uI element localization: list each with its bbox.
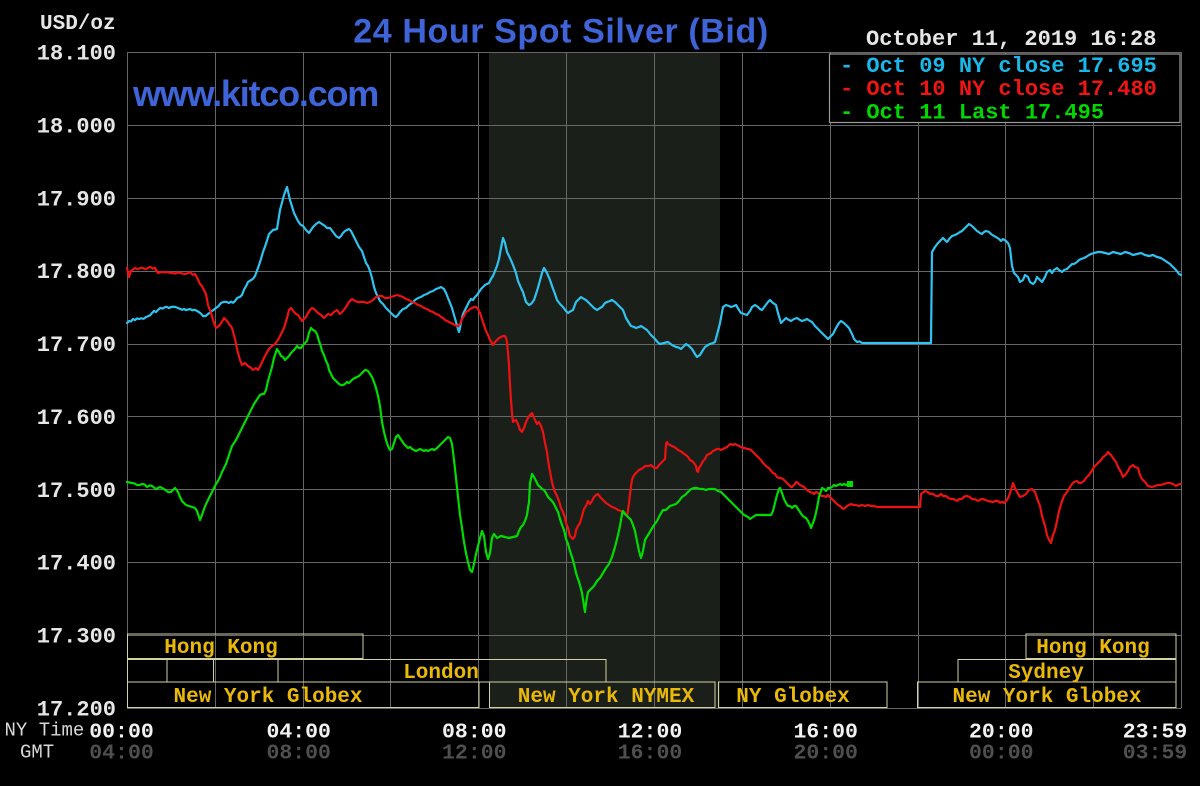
svg-text:USD/oz: USD/oz (40, 13, 116, 36)
svg-text:17.900: 17.900 (37, 187, 116, 212)
svg-text:Sydney: Sydney (1008, 662, 1084, 685)
svg-text:04:00: 04:00 (89, 742, 154, 766)
svg-text:17.800: 17.800 (37, 260, 116, 285)
svg-text:16:00: 16:00 (793, 721, 858, 745)
svg-text:New York Globex: New York Globex (173, 686, 362, 709)
svg-text:17.300: 17.300 (37, 625, 116, 650)
svg-text:00:00: 00:00 (969, 742, 1034, 766)
svg-text:- Oct 11 Last 17.495: - Oct 11 Last 17.495 (840, 101, 1104, 126)
svg-text:12:00: 12:00 (442, 742, 507, 766)
svg-text:17.600: 17.600 (37, 406, 116, 431)
svg-text:Hong Kong: Hong Kong (1036, 637, 1149, 660)
svg-text:New York NYMEX: New York NYMEX (518, 686, 695, 709)
svg-text:04:00: 04:00 (266, 721, 331, 745)
svg-text:Hong Kong: Hong Kong (164, 637, 277, 660)
svg-text:NY Time: NY Time (5, 720, 85, 742)
svg-text:NY Globex: NY Globex (736, 686, 850, 709)
svg-text:- Oct 09 NY close 17.695: - Oct 09 NY close 17.695 (840, 54, 1157, 79)
svg-text:18.000: 18.000 (37, 114, 116, 139)
svg-text:- Oct 10 NY close 17.480: - Oct 10 NY close 17.480 (840, 77, 1157, 102)
svg-text:12:00: 12:00 (618, 721, 683, 745)
svg-text:18.100: 18.100 (37, 42, 116, 67)
svg-text:03:59: 03:59 (1123, 742, 1188, 766)
svg-text:08:00: 08:00 (266, 742, 331, 766)
svg-text:London: London (403, 662, 479, 685)
svg-text:17.700: 17.700 (37, 333, 116, 358)
svg-text:16:00: 16:00 (618, 742, 683, 766)
svg-text:17.400: 17.400 (37, 552, 116, 577)
svg-text:08:00: 08:00 (442, 721, 507, 745)
svg-text:17.200: 17.200 (37, 698, 116, 723)
svg-text:23:59: 23:59 (1123, 721, 1188, 745)
svg-text:October 11, 2019 16:28: October 11, 2019 16:28 (866, 27, 1156, 52)
svg-text:24 Hour Spot Silver (Bid): 24 Hour Spot Silver (Bid) (353, 13, 769, 51)
svg-text:20:00: 20:00 (969, 721, 1034, 745)
svg-text:GMT: GMT (20, 742, 54, 764)
svg-text:00:00: 00:00 (89, 721, 154, 745)
svg-text:17.500: 17.500 (37, 479, 116, 504)
svg-text:20:00: 20:00 (793, 742, 858, 766)
svg-text:www.kitco.com: www.kitco.com (132, 73, 378, 114)
svg-text:New York Globex: New York Globex (952, 686, 1141, 709)
